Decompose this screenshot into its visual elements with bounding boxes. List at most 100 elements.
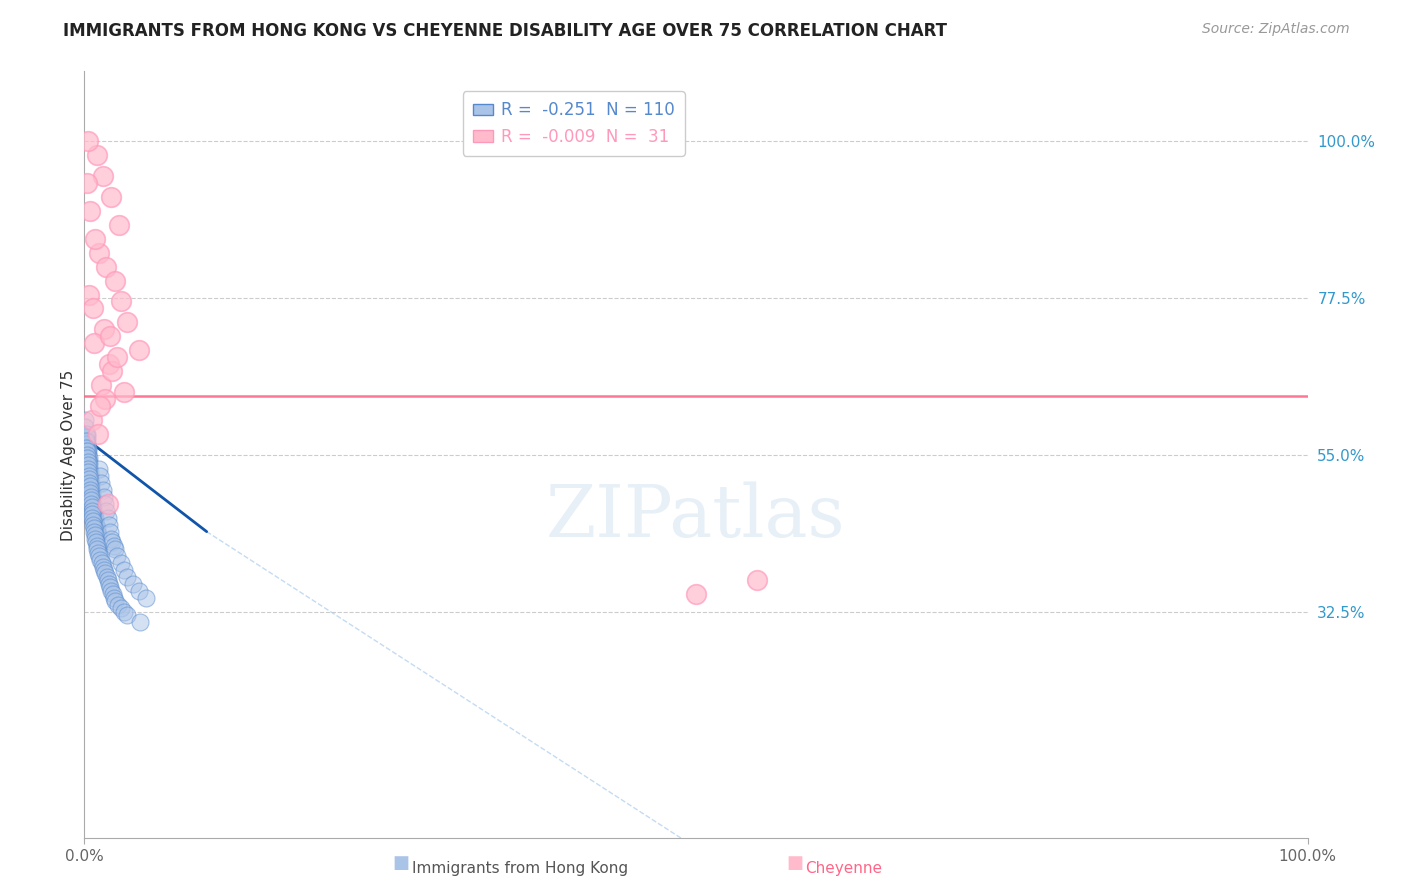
Point — [94, 497, 117, 511]
Point — [101, 587, 124, 601]
Point — [83, 336, 105, 351]
Point — [117, 608, 139, 623]
Legend: R =  -0.251  N = 110, R =  -0.009  N =  31: R = -0.251 N = 110, R = -0.009 N = 31 — [463, 91, 685, 155]
Point — [87, 427, 110, 442]
Point — [87, 245, 110, 260]
Point — [685, 587, 707, 601]
Y-axis label: Disability Age Over 75: Disability Age Over 75 — [60, 369, 76, 541]
Point — [89, 399, 111, 413]
Point — [80, 497, 103, 511]
Point — [84, 514, 107, 528]
Point — [93, 563, 115, 577]
Point — [94, 392, 117, 406]
Text: ■: ■ — [786, 855, 803, 872]
Point — [77, 458, 100, 473]
Point — [115, 315, 138, 329]
Point — [90, 475, 112, 490]
Point — [80, 413, 103, 427]
Point — [86, 542, 108, 557]
Point — [82, 510, 104, 524]
Point — [76, 427, 98, 442]
Point — [96, 570, 118, 584]
Point — [112, 605, 135, 619]
Point — [79, 486, 101, 500]
Point — [75, 434, 97, 448]
Point — [77, 287, 100, 301]
Point — [80, 490, 103, 504]
Point — [86, 539, 108, 553]
Point — [77, 134, 100, 148]
Point — [101, 535, 124, 549]
Point — [80, 479, 103, 493]
Point — [80, 500, 103, 515]
Point — [76, 455, 98, 469]
Point — [79, 475, 101, 490]
Point — [75, 448, 97, 462]
Point — [103, 539, 125, 553]
Point — [98, 329, 121, 343]
Point — [98, 581, 121, 595]
Point — [89, 468, 111, 483]
Point — [90, 378, 112, 392]
Point — [76, 437, 98, 451]
Point — [77, 462, 100, 476]
Point — [135, 591, 157, 605]
Point — [122, 577, 145, 591]
Point — [97, 574, 120, 588]
Point — [87, 528, 110, 542]
Point — [84, 517, 107, 532]
Point — [77, 455, 100, 469]
Point — [76, 444, 98, 458]
Point — [86, 521, 108, 535]
Point — [79, 462, 101, 476]
Point — [73, 468, 96, 483]
Point — [80, 493, 103, 508]
Point — [82, 301, 104, 316]
Point — [76, 434, 98, 448]
Point — [97, 577, 120, 591]
Point — [77, 451, 100, 466]
Point — [91, 483, 114, 497]
Point — [79, 472, 101, 486]
Point — [128, 615, 150, 630]
Point — [87, 462, 110, 476]
Point — [104, 274, 127, 288]
Point — [104, 594, 127, 608]
Point — [96, 260, 118, 274]
Point — [83, 504, 105, 518]
Point — [80, 504, 103, 518]
Point — [79, 203, 101, 218]
Text: Immigrants from Hong Kong: Immigrants from Hong Kong — [412, 861, 628, 876]
Point — [90, 556, 112, 570]
Point — [75, 441, 97, 455]
Point — [79, 468, 101, 483]
Point — [75, 441, 97, 455]
Point — [76, 176, 98, 190]
Point — [747, 574, 769, 588]
Point — [105, 549, 128, 563]
Point — [79, 479, 101, 493]
Point — [80, 483, 103, 497]
Point — [76, 448, 98, 462]
Point — [76, 441, 98, 455]
Point — [91, 169, 114, 183]
Point — [128, 583, 150, 598]
Point — [100, 583, 122, 598]
Point — [91, 559, 114, 574]
Point — [93, 490, 115, 504]
Point — [101, 364, 124, 378]
Point — [75, 420, 97, 434]
Text: ZIPatlas: ZIPatlas — [546, 481, 846, 551]
Point — [84, 232, 107, 246]
Point — [77, 444, 100, 458]
Point — [77, 458, 100, 473]
Point — [76, 451, 98, 466]
Point — [83, 507, 105, 521]
Point — [89, 552, 111, 566]
Point — [107, 218, 129, 232]
Point — [80, 475, 103, 490]
Point — [82, 497, 104, 511]
Point — [112, 385, 135, 400]
Point — [84, 532, 107, 546]
Point — [83, 510, 105, 524]
